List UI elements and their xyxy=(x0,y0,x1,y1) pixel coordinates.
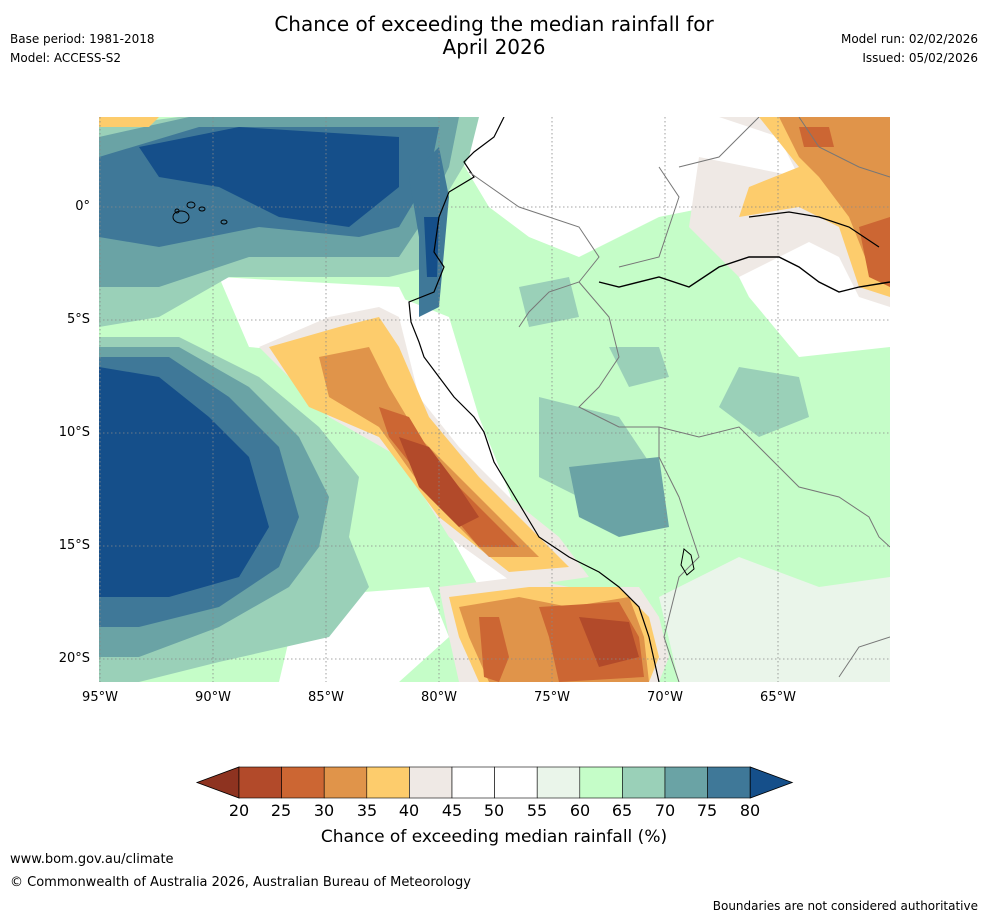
title-line-2: April 2026 xyxy=(442,35,546,59)
cb-tick-65: 65 xyxy=(611,801,633,820)
cb-tick-80: 80 xyxy=(739,801,761,820)
galapagos-islands xyxy=(172,201,228,225)
title-line-1: Chance of exceeding the median rainfall … xyxy=(274,12,714,36)
colorbar-cell xyxy=(664,766,708,799)
footer-copyright: © Commonwealth of Australia 2026, Austra… xyxy=(10,875,471,890)
lon-label-90w: 90°W xyxy=(195,690,231,705)
cb-tick-60: 60 xyxy=(569,801,591,820)
rainfall-map xyxy=(99,117,890,682)
lat-label-15s: 15°S xyxy=(58,538,90,553)
colorbar-cell xyxy=(707,766,751,799)
base-period-text: Base period: 1981-2018 xyxy=(10,32,155,46)
lon-label-65w: 65°W xyxy=(760,690,796,705)
colorbar-arrow-high xyxy=(749,766,794,799)
lon-label-80w: 80°W xyxy=(421,690,457,705)
lon-label-75w: 75°W xyxy=(534,690,570,705)
cb-tick-20: 20 xyxy=(228,801,250,820)
lon-label-85w: 85°W xyxy=(308,690,344,705)
colorbar-cell xyxy=(238,766,282,799)
issued-text: Issued: 05/02/2026 xyxy=(862,51,978,65)
cb-tick-40: 40 xyxy=(398,801,420,820)
coastline xyxy=(408,117,660,682)
cb-tick-55: 55 xyxy=(526,801,548,820)
lat-label-5s: 5°S xyxy=(66,312,90,327)
cb-tick-35: 35 xyxy=(356,801,378,820)
footer-disclaimer: Boundaries are not considered authoritat… xyxy=(712,899,978,913)
lat-label-0: 0° xyxy=(75,199,90,214)
dry-zones xyxy=(99,117,890,682)
cb-tick-30: 30 xyxy=(313,801,335,820)
map-title: Chance of exceeding the median rainfall … xyxy=(0,13,988,59)
colorbar-cell xyxy=(536,766,581,799)
colorbar-cell xyxy=(409,766,453,799)
footer-url[interactable]: www.bom.gov.au/climate xyxy=(10,852,174,867)
colorbar-cell xyxy=(579,766,623,799)
cb-tick-50: 50 xyxy=(483,801,505,820)
cb-tick-45: 45 xyxy=(441,801,463,820)
model-text: Model: ACCESS-S2 xyxy=(10,51,122,65)
above-median-zones xyxy=(519,277,809,537)
river xyxy=(598,256,890,293)
cb-tick-25: 25 xyxy=(270,801,292,820)
colorbar-cell xyxy=(494,766,538,799)
colorbar-cell xyxy=(366,766,410,799)
cb-tick-70: 70 xyxy=(654,801,676,820)
colorbar-label: Chance of exceeding median rainfall (%) xyxy=(320,827,668,847)
lake-titicaca xyxy=(680,548,695,576)
very-wet-zones xyxy=(99,117,479,682)
river-north xyxy=(748,211,880,248)
lat-label-10s: 10°S xyxy=(58,425,90,440)
map-canvas xyxy=(99,117,890,682)
country-borders xyxy=(468,117,890,682)
lat-label-20s: 20°S xyxy=(58,651,90,666)
lon-label-95w: 95°W xyxy=(82,690,118,705)
colorbar-cell xyxy=(281,766,325,799)
model-run-text: Model run: 02/02/2026 xyxy=(840,32,978,46)
colorbar-cell xyxy=(451,766,495,799)
colorbar-cell xyxy=(323,766,368,799)
colorbar-cell xyxy=(622,766,666,799)
lon-label-70w: 70°W xyxy=(647,690,683,705)
colorbar xyxy=(195,766,794,799)
colorbar-arrow-low xyxy=(195,766,240,799)
cb-tick-75: 75 xyxy=(696,801,718,820)
